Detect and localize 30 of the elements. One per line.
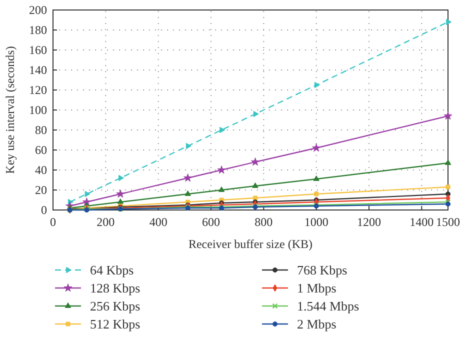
- y-tick-label: 20: [35, 183, 47, 197]
- x-tick-label: 1400: [410, 215, 434, 229]
- legend-label: 2 Mbps: [297, 316, 336, 332]
- x-axis-title: Receiver buffer size (KB): [188, 237, 313, 251]
- x-tick-label: 0: [50, 215, 56, 229]
- y-tick-label: 180: [29, 23, 47, 37]
- x-tick-label: 800: [254, 215, 273, 229]
- legend-label: 768 Kbps: [297, 262, 348, 278]
- x-tick-label: 1200: [357, 215, 381, 229]
- legend-label: 1 Mbps: [297, 280, 336, 296]
- y-axis-title: Key use interval (seconds): [3, 46, 17, 174]
- x-tick-label: 200: [96, 215, 115, 229]
- y-tick-label: 0: [41, 203, 47, 217]
- x-tick-label: 600: [202, 215, 220, 229]
- y-tick-label: 80: [35, 123, 47, 137]
- x-tick-label: 400: [149, 215, 168, 229]
- y-tick-label: 120: [29, 83, 47, 97]
- y-tick-label: 200: [29, 3, 47, 17]
- legend-label: 256 Kbps: [90, 298, 140, 314]
- legend-label: 128 Kbps: [90, 280, 140, 296]
- y-tick-label: 60: [35, 143, 47, 157]
- x-tick-label: 1500: [436, 215, 460, 229]
- x-tick-label: 1000: [304, 215, 328, 229]
- legend-label: 512 Kbps: [90, 316, 140, 332]
- legend-label: 1.544 Mbps: [297, 298, 360, 314]
- y-tick-label: 40: [35, 163, 47, 177]
- legend-label: 64 Kbps: [90, 262, 134, 278]
- y-tick-label: 160: [29, 43, 47, 57]
- y-tick-label: 100: [29, 103, 47, 117]
- y-tick-label: 140: [29, 63, 47, 77]
